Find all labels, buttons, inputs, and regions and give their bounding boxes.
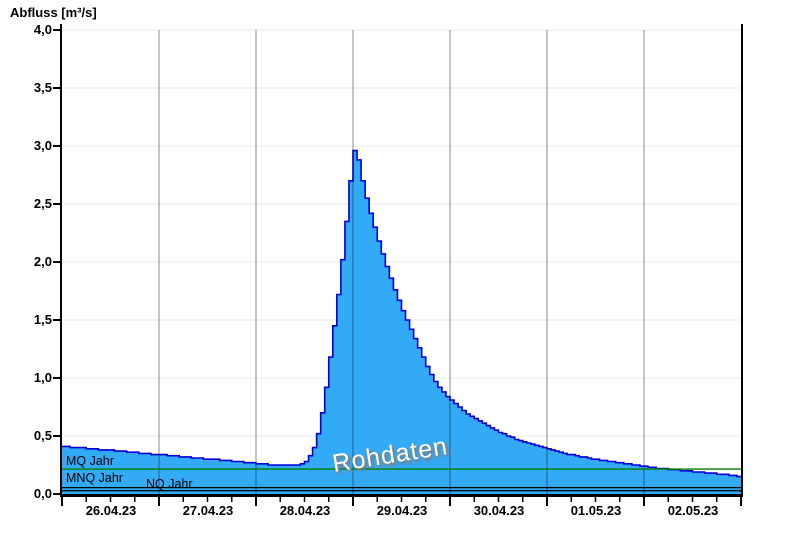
y-tick-label: 2,0 xyxy=(33,254,52,269)
y-tick-label: 1,0 xyxy=(33,370,52,385)
chart-title: Abfluss [m³/s] xyxy=(10,5,97,20)
mq-line-label: MQ Jahr xyxy=(66,454,114,468)
x-tick-label: 26.04.23 xyxy=(85,503,137,518)
x-tick-label: 01.05.23 xyxy=(570,503,622,518)
x-tick-label: 29.04.23 xyxy=(376,503,428,518)
y-tick-label: 1,5 xyxy=(33,312,52,327)
x-tick-label: 30.04.23 xyxy=(473,503,525,518)
y-tick-label: 0,0 xyxy=(33,486,52,501)
y-tick-label: 3,5 xyxy=(33,80,52,95)
nq-line-label: NQ Jahr xyxy=(146,477,193,491)
y-tick-label: 3,0 xyxy=(33,138,52,153)
x-tick-label: 02.05.23 xyxy=(667,503,719,518)
y-tick-label: 0,5 xyxy=(33,428,52,443)
x-tick-label: 27.04.23 xyxy=(182,503,234,518)
discharge-area xyxy=(62,150,741,494)
x-tick-label: 28.04.23 xyxy=(279,503,331,518)
y-tick-label: 2,5 xyxy=(33,196,52,211)
discharge-area-outline xyxy=(62,149,741,478)
y-tick-label: 4,0 xyxy=(33,22,52,37)
mnq-line-label: MNQ Jahr xyxy=(66,471,123,485)
